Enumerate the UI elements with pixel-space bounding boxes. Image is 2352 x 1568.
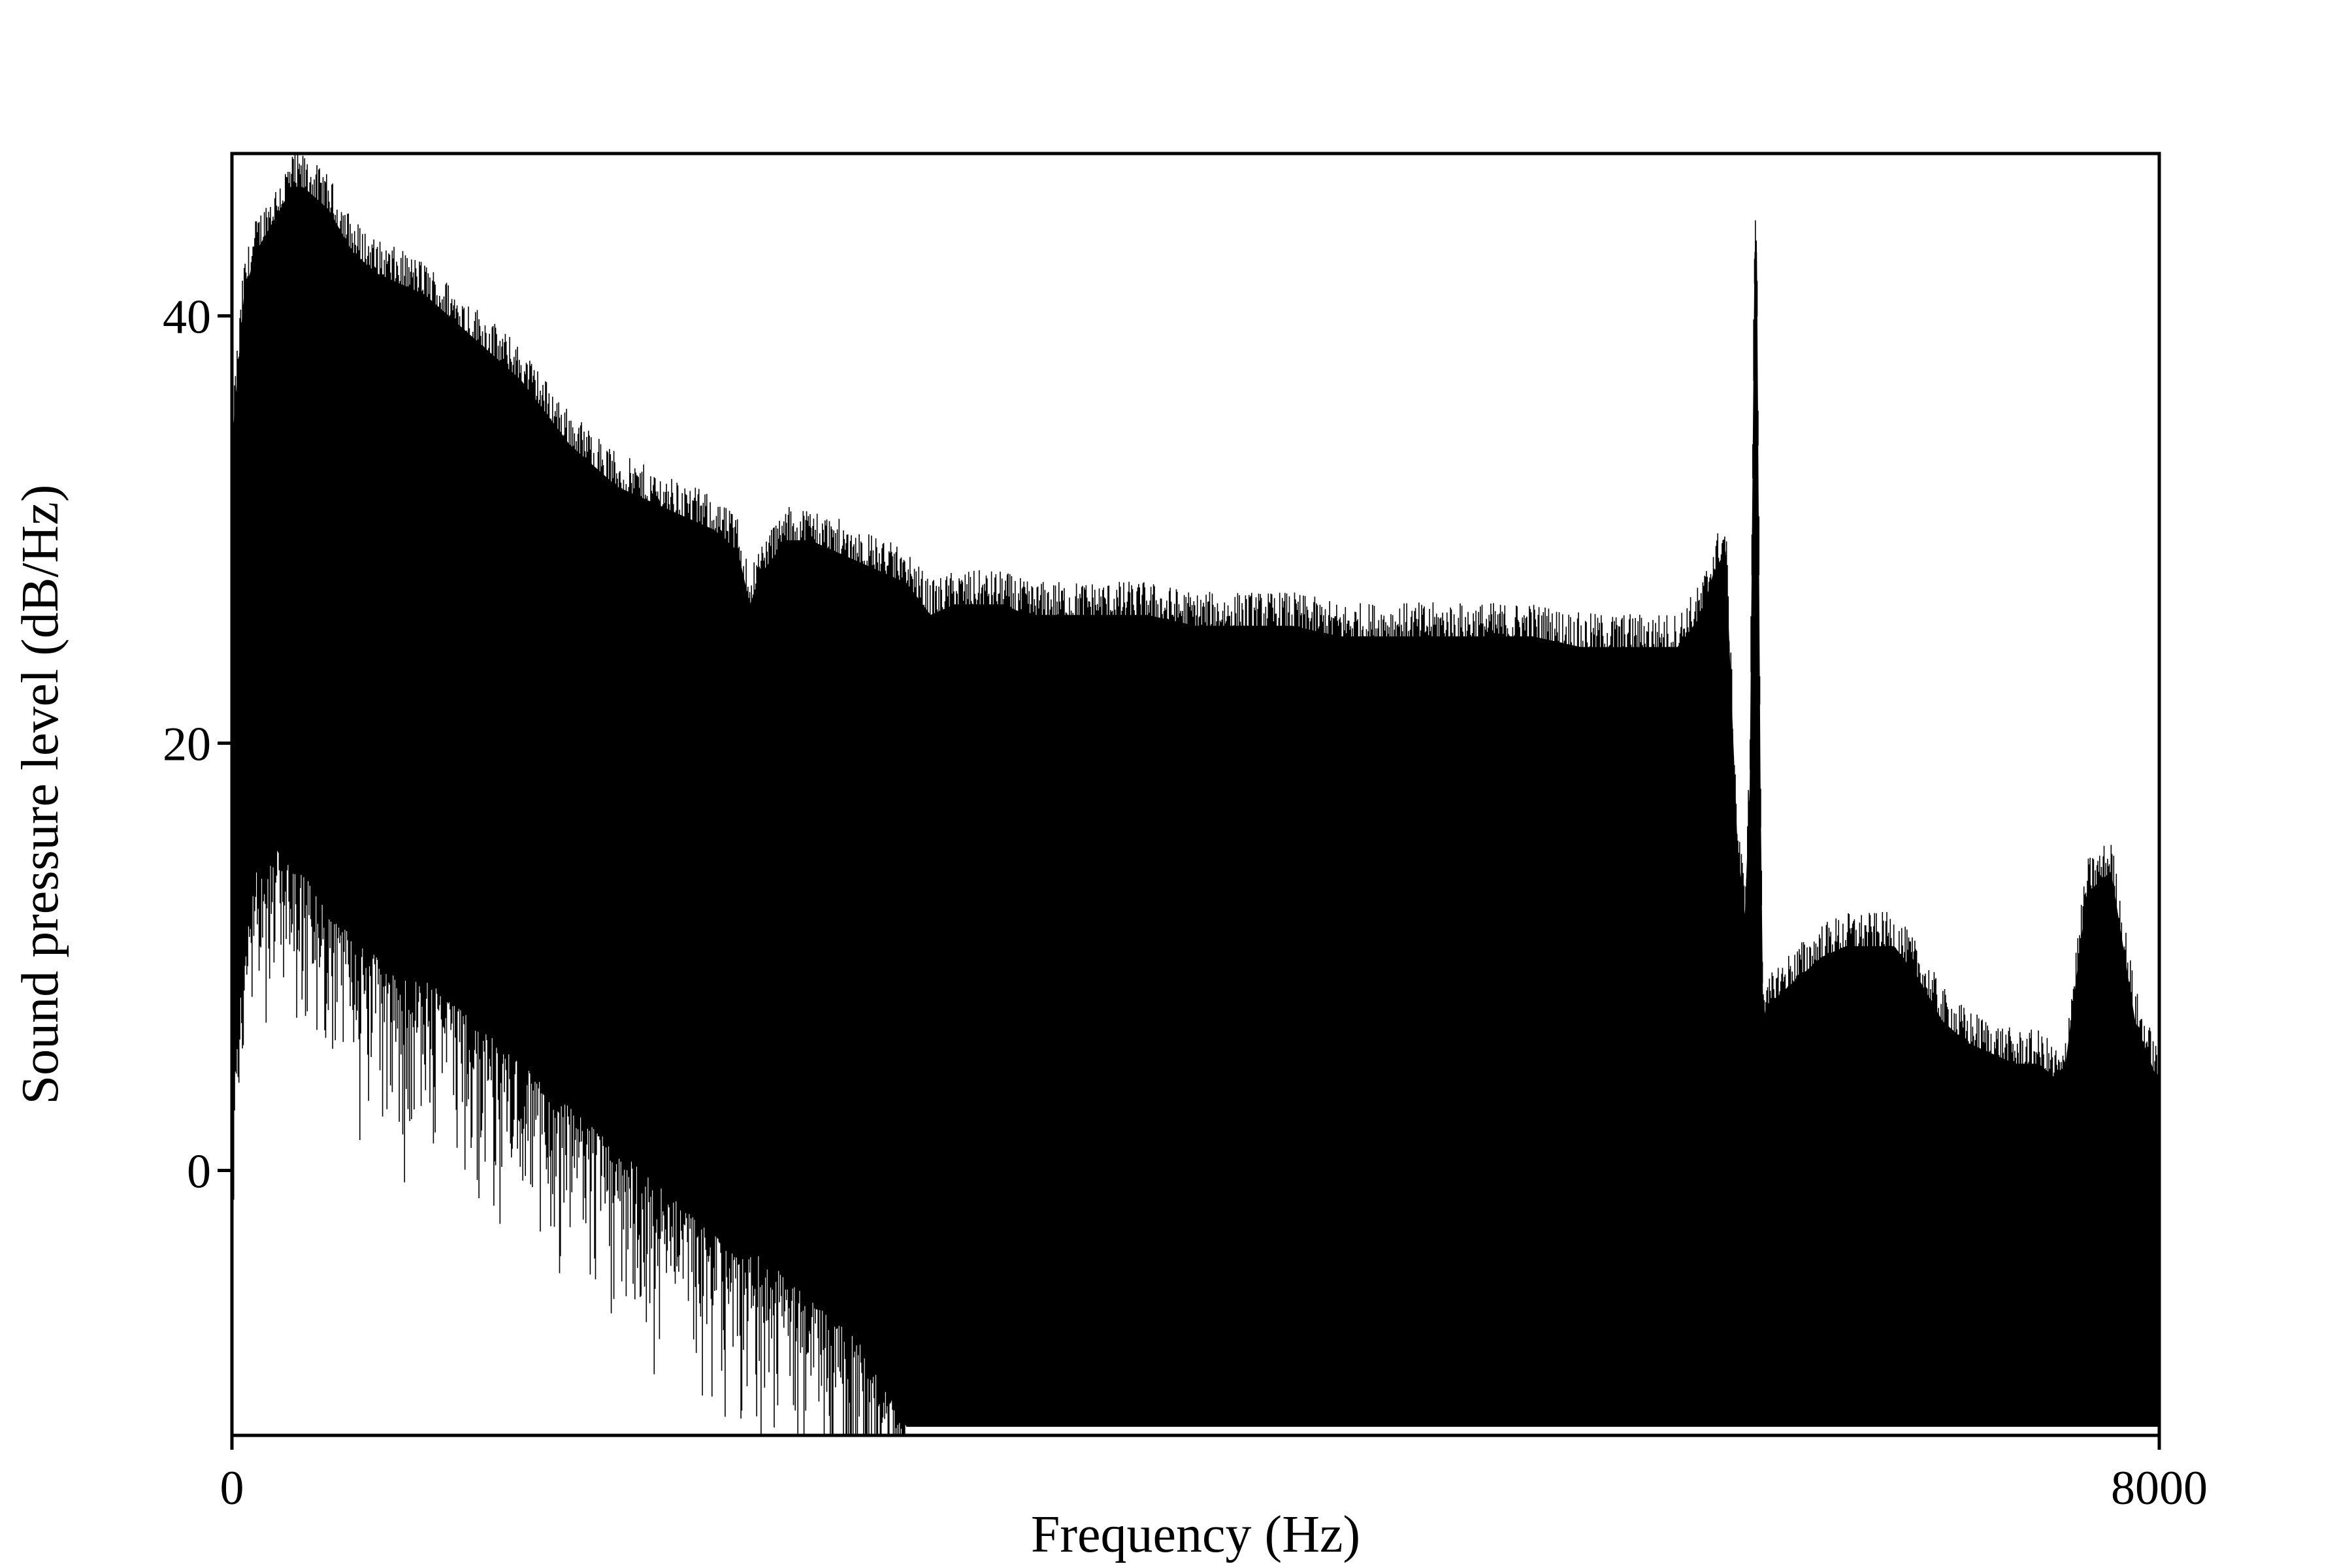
x-tick-label: 0 xyxy=(220,1462,244,1515)
x-axis: 0 8000 xyxy=(220,1435,2208,1515)
y-axis-title: Sound pressure level (dB/Hz) xyxy=(12,485,69,1105)
y-tick-label: 40 xyxy=(163,291,211,344)
x-tick-label: 8000 xyxy=(2111,1462,2208,1515)
spectrum-band xyxy=(232,188,2159,1427)
x-axis-title: Frequency (Hz) xyxy=(1031,1506,1360,1563)
y-axis: 0 20 40 xyxy=(163,291,232,1199)
y-tick-label: 20 xyxy=(163,718,211,772)
axes-frame xyxy=(230,152,2161,1437)
y-tick-label: 0 xyxy=(187,1145,211,1199)
